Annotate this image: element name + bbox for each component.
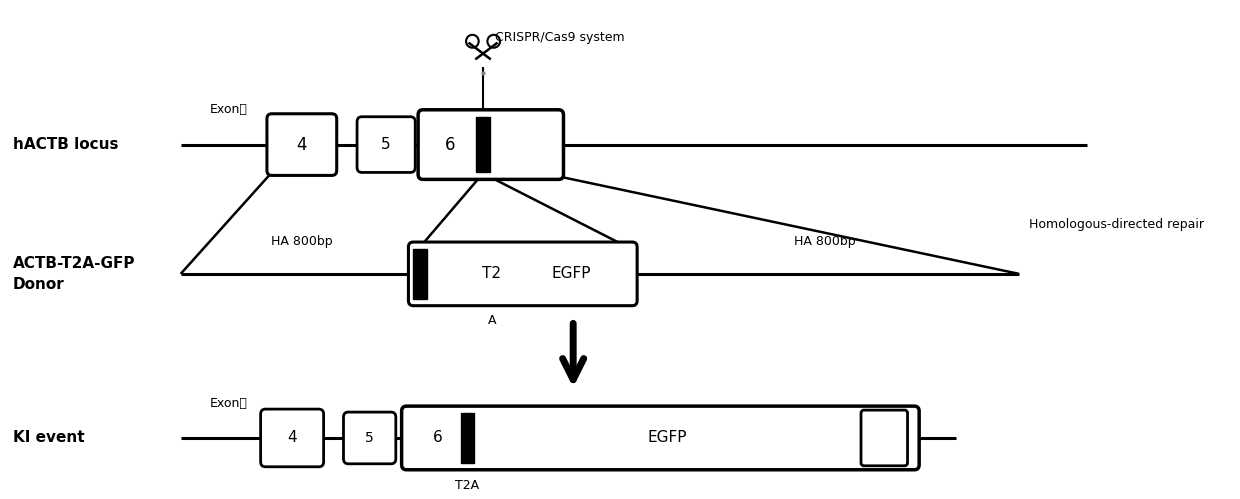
Text: 5: 5 [366, 431, 374, 445]
Bar [461, 413, 475, 463]
Text: Exon：: Exon： [210, 103, 248, 116]
Text: T2A: T2A [455, 479, 480, 492]
FancyBboxPatch shape [418, 110, 563, 180]
Text: HA 800bp: HA 800bp [272, 235, 332, 248]
Text: 6: 6 [445, 136, 455, 154]
FancyBboxPatch shape [267, 114, 337, 176]
Text: Homologous-directed repair: Homologous-directed repair [1029, 218, 1204, 231]
Text: HA 800bp: HA 800bp [795, 235, 856, 248]
Text: hACTB locus: hACTB locus [12, 137, 119, 152]
Text: Exon：: Exon： [210, 397, 248, 410]
FancyBboxPatch shape [408, 242, 637, 306]
Text: KI event: KI event [12, 431, 84, 446]
Text: 4: 4 [296, 136, 308, 154]
Text: ACTB-T2A-GFP
Donor: ACTB-T2A-GFP Donor [12, 256, 135, 292]
Text: EGFP: EGFP [649, 431, 687, 446]
Bar [413, 249, 427, 299]
FancyBboxPatch shape [861, 410, 908, 466]
FancyBboxPatch shape [260, 409, 324, 467]
FancyBboxPatch shape [343, 412, 396, 464]
Text: A: A [487, 314, 496, 327]
Text: 5: 5 [382, 137, 391, 152]
Bar [476, 117, 490, 173]
Text: T2: T2 [482, 266, 501, 281]
Text: EGFP: EGFP [552, 266, 591, 281]
FancyBboxPatch shape [402, 406, 919, 470]
Text: CRISPR/Cas9 system: CRISPR/Cas9 system [495, 30, 624, 44]
FancyBboxPatch shape [357, 117, 415, 173]
Text: 6: 6 [433, 431, 443, 446]
Text: 4: 4 [288, 431, 296, 446]
